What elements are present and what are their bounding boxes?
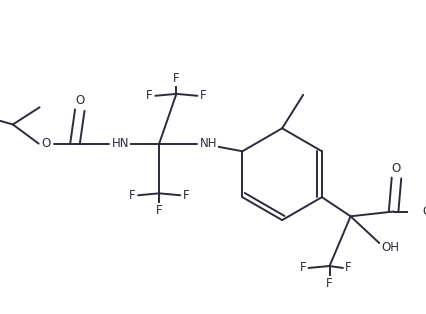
Text: F: F [182, 189, 189, 202]
Text: F: F [129, 189, 135, 202]
Text: F: F [173, 72, 179, 85]
Text: NH: NH [200, 137, 217, 150]
Text: O: O [42, 137, 51, 150]
Text: O: O [421, 205, 426, 218]
Text: O: O [75, 94, 84, 107]
Text: F: F [199, 89, 206, 102]
Text: HN: HN [112, 137, 130, 150]
Text: F: F [146, 89, 153, 102]
Text: F: F [345, 262, 351, 274]
Text: F: F [299, 262, 305, 274]
Text: F: F [325, 277, 332, 290]
Text: F: F [155, 204, 162, 217]
Text: O: O [391, 162, 400, 175]
Text: OH: OH [381, 241, 399, 254]
